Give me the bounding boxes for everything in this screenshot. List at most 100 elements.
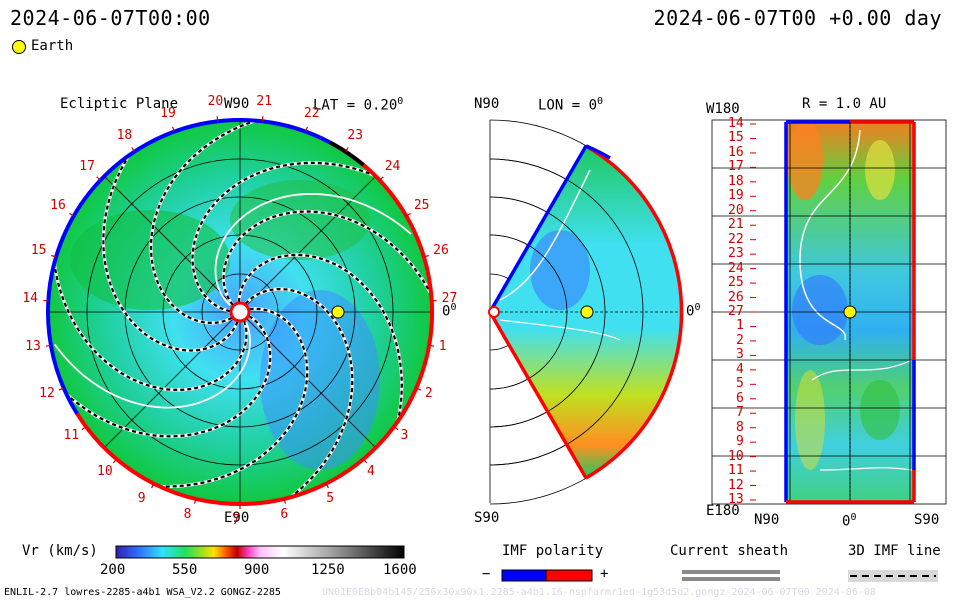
- carrington-tick-label: 18: [116, 127, 133, 143]
- sphere-y-tick-label: 3: [736, 347, 744, 363]
- sphere-y-tick-label: 25: [728, 275, 744, 291]
- sphere-y-tick-label: 19: [728, 188, 744, 204]
- sphere-y-tick-label: 20: [728, 202, 744, 218]
- meridional-rim-south: [488, 311, 588, 479]
- carrington-tick-label: 15: [30, 242, 47, 258]
- sphere-top-left-label: W180: [706, 101, 740, 117]
- carrington-tick-label: 21: [256, 94, 273, 110]
- sphere-y-tick-label: 26: [728, 289, 744, 305]
- earth-marker-meridional: [580, 305, 594, 319]
- carrington-longitude-ticks: [43, 116, 437, 509]
- sphere-y-tick-label: 22: [728, 231, 744, 247]
- carrington-tick-label: 19: [160, 105, 176, 121]
- carrington-tick-label: 22: [303, 105, 320, 121]
- meridional-lon-label: LON = 00: [538, 96, 604, 114]
- ecliptic-lat-label: LAT = 0.200: [313, 96, 404, 114]
- colorbar-tick-1600: 1600: [383, 562, 417, 578]
- colorbar-tick-1250: 1250: [311, 562, 345, 578]
- ecliptic-polarity-rim: [46, 118, 434, 506]
- meridional-sheath-line: [499, 169, 591, 301]
- ecliptic-top-label: W90: [224, 96, 250, 112]
- velocity-colorbar: [115, 545, 405, 559]
- carrington-tick-label: 6: [280, 507, 289, 523]
- sphere-y-tick-label: 27: [728, 304, 744, 319]
- sphere-y-tick-label: 12: [728, 477, 744, 493]
- sphere-y-tick-label: 8: [736, 419, 744, 435]
- sphere-x-label-s90: S90: [914, 512, 940, 528]
- footer-run-id: UN01E0E8b04b145/256x30x90x1.2285-a4b1.16…: [322, 587, 876, 598]
- earth-marker-sphere: [843, 305, 857, 319]
- imf-positive-swatch: [545, 569, 593, 582]
- carrington-tick-label: 8: [183, 507, 192, 523]
- ecliptic-right-label: 00: [442, 302, 457, 320]
- sphere-y-tick-label: 7: [736, 405, 744, 421]
- sphere-x-label-0: 00: [842, 512, 857, 530]
- colorbar-tick-900: 900: [244, 562, 270, 578]
- carrington-tick-label: 20: [207, 94, 224, 110]
- ecliptic-plane-panel: [43, 116, 437, 509]
- ecliptic-title: Ecliptic Plane: [60, 96, 179, 112]
- sphere-y-tick-label: 13: [728, 492, 744, 507]
- earth-legend-label: Earth: [31, 38, 74, 54]
- colorbar-tick-200: 200: [100, 562, 126, 578]
- sphere-y-tick-label: 18: [728, 173, 744, 189]
- colorbar-tick-550: 550: [172, 562, 198, 578]
- sphere-y-tick-label: 17: [728, 159, 744, 175]
- sphere-y-tick-label: 14: [728, 116, 744, 131]
- sphere-y-tick-label: 2: [736, 332, 744, 348]
- imf-spiral-lines: [51, 120, 432, 504]
- carrington-tick-label: 13: [25, 339, 41, 355]
- sphere-map-panel: [711, 119, 947, 505]
- carrington-tick-label: 7: [232, 513, 240, 528]
- carrington-tick-label: 1: [438, 339, 447, 355]
- carrington-tick-label: 2: [424, 386, 433, 402]
- sphere-y-tick-label: 16: [728, 144, 744, 160]
- meridional-rim-arc: [585, 144, 684, 480]
- imf-polarity-title: IMF polarity: [502, 543, 604, 559]
- earth-legend-marker: [12, 40, 26, 54]
- carrington-tick-label: 26: [433, 242, 449, 258]
- ecliptic-bottom-label: E90: [224, 510, 250, 526]
- sphere-y-tick-label: 11: [728, 463, 744, 479]
- sphere-y-tick-label: 24: [728, 260, 744, 276]
- sphere-title: R = 1.0 AU: [802, 96, 887, 112]
- earth-marker-ecliptic: [331, 305, 345, 319]
- meridional-bottom-label: S90: [474, 510, 500, 526]
- sphere-sheath-line: [799, 129, 861, 341]
- carrington-tick-label: 3: [400, 428, 409, 444]
- sphere-y-tick-label: 10: [728, 448, 744, 464]
- sphere-y-tick-label: 21: [728, 217, 744, 233]
- imf-plus-label: +: [600, 566, 609, 582]
- sphere-y-tick-label: 9: [736, 434, 744, 450]
- carrington-tick-label: 25: [413, 198, 430, 213]
- imf-negative-swatch: [501, 569, 547, 582]
- sphere-y-tick-label: 23: [728, 246, 744, 262]
- sphere-y-tick-label: 5: [736, 376, 744, 392]
- timestamp-left: 2024-06-07T00:00: [10, 6, 211, 30]
- carrington-tick-label: 14: [22, 290, 38, 306]
- carrington-tick-label: 12: [39, 386, 55, 402]
- timestamp-right: 2024-06-07T00 +0.00 day: [653, 6, 942, 30]
- sun-marker: [229, 301, 251, 323]
- carrington-tick-label: 10: [97, 463, 113, 479]
- sphere-bottom-left-label: E180: [706, 503, 740, 519]
- carrington-tick-label: 11: [63, 428, 80, 444]
- sphere-y-tick-label: 1: [736, 318, 744, 334]
- meridional-top-label: N90: [474, 96, 500, 112]
- meridional-right-label: 00: [686, 302, 701, 320]
- meridional-rim-north: [488, 145, 588, 313]
- carrington-tick-label: 4: [366, 463, 375, 479]
- current-sheath-title: Current sheath: [670, 543, 789, 559]
- footer-model-info: ENLIL-2.7 lowres-2285-a4b1 WSA_V2.2 GONG…: [4, 587, 281, 598]
- carrington-tick-label: 16: [50, 198, 66, 213]
- carrington-tick-label: 23: [347, 127, 364, 143]
- meridional-plane-panel: [488, 119, 684, 505]
- sphere-x-label-n90: N90: [754, 512, 780, 528]
- imf-minus-label: −: [482, 566, 491, 582]
- imf-line-title: 3D IMF line: [848, 543, 941, 559]
- sphere-y-tick-label: 4: [736, 361, 744, 377]
- carrington-tick-label: 24: [384, 158, 401, 174]
- colorbar-label: Vr (km/s): [22, 543, 98, 559]
- carrington-tick-label: 17: [79, 158, 95, 174]
